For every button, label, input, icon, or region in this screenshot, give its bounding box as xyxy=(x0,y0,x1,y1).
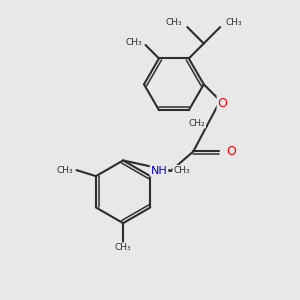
Text: O: O xyxy=(218,97,227,110)
Text: CH₃: CH₃ xyxy=(173,166,190,175)
Text: O: O xyxy=(226,145,236,158)
Text: CH₃: CH₃ xyxy=(125,38,142,47)
Text: CH₂: CH₂ xyxy=(189,118,205,127)
Text: CH₃: CH₃ xyxy=(56,166,73,175)
Text: CH₃: CH₃ xyxy=(166,17,182,26)
Text: NH: NH xyxy=(151,166,167,176)
Text: CH₃: CH₃ xyxy=(115,243,131,252)
Text: CH₃: CH₃ xyxy=(225,17,242,26)
